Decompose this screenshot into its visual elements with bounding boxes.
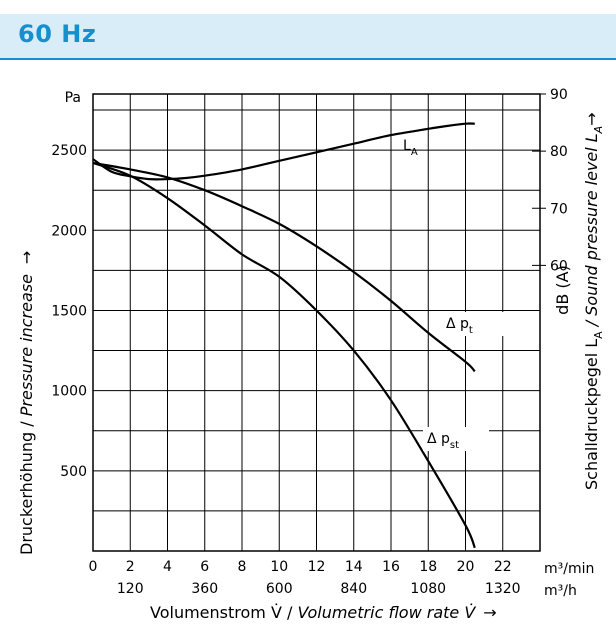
y-right-tick-label: 60: [550, 258, 568, 274]
series-curve-2: [92, 161, 476, 549]
x-tick-label: 18: [419, 559, 437, 575]
x-unit-secondary: m³/h: [544, 583, 577, 599]
series-label-2: Δ pst: [427, 431, 459, 451]
y-right-axis-title-part: A: [592, 126, 605, 135]
x-tick-label: 14: [345, 559, 363, 575]
header-rule: [0, 58, 616, 60]
x-axis-title: Volumenstrom V̇ / Volumetric flow rate V…: [150, 603, 497, 622]
x-tick-label-secondary: 600: [266, 581, 293, 597]
y-right-tick-label: 90: [550, 87, 568, 103]
series-label-main: Δ p: [427, 431, 450, 447]
series-label-1: Δ pt: [446, 316, 473, 336]
y-right-tick-label: 80: [550, 144, 568, 160]
y-left-tick-label: 1000: [51, 384, 87, 400]
y-right-axis-title-part: / Sound pressure level L: [582, 133, 601, 331]
series-label-main: L: [403, 138, 411, 154]
series-curve-1: [92, 161, 476, 373]
y-left-tick-label: 500: [60, 464, 87, 480]
y-left-tick-label: 1500: [51, 303, 87, 319]
x-tick-label-secondary: 1080: [410, 581, 446, 597]
x-tick-label-secondary: 120: [117, 581, 144, 597]
x-tick-label: 22: [494, 559, 512, 575]
series-label-bg: [423, 427, 489, 451]
x-tick-label: 4: [163, 559, 172, 575]
x-tick-label: 20: [457, 559, 475, 575]
x-axis-title-part: Volumetric flow rate V̇: [297, 603, 476, 622]
x-tick-label: 6: [200, 559, 209, 575]
x-axis-title-part: →: [483, 603, 496, 622]
x-tick-label: 12: [308, 559, 326, 575]
y-left-unit: Pa: [65, 90, 81, 106]
x-tick-label: 16: [382, 559, 400, 575]
page-title: 60 Hz: [18, 20, 97, 48]
series-label-sub: A: [411, 147, 418, 158]
y-right-axis-title-part: A: [592, 331, 605, 339]
chart-grid: [92, 93, 546, 552]
x-tick-label-secondary: 840: [340, 581, 367, 597]
x-tick-label: 2: [126, 559, 135, 575]
series-label-bg: [442, 312, 506, 336]
header: 60 Hz: [0, 0, 616, 66]
header-bar: [0, 14, 616, 58]
x-axis-title-part: Volumenstrom V̇ /: [150, 603, 297, 622]
y-right-axis-title: Schalldruckpegel LA / Sound pressure lev…: [582, 112, 605, 490]
y-right-axis-title-part: Schalldruckpegel L: [582, 339, 601, 490]
series-label-main: Δ p: [446, 316, 469, 332]
x-unit-primary: m³/min: [544, 561, 594, 577]
series-label-sub: t: [469, 325, 473, 336]
y-right-axis-unit: dB (A): [553, 265, 572, 315]
x-tick-label: 8: [238, 559, 247, 575]
x-tick-label-secondary: 360: [191, 581, 218, 597]
y-left-axis-title-part: →: [17, 251, 36, 264]
series-label-0: LA: [403, 138, 418, 158]
chart-curves: [92, 122, 476, 549]
series-label-sub: st: [450, 440, 459, 451]
y-right-axis-title-part: →: [582, 112, 601, 125]
x-tick-label-secondary: 1320: [485, 581, 521, 597]
x-tick-label: 0: [89, 559, 98, 575]
chart-ticks: 0 2 4 6 8 10 12 14 16 18 20 22 120 360 600 840 1080 1320 m…: [51, 87, 594, 599]
y-left-axis-title-part: Druckerhöhung /: [17, 416, 36, 555]
y-left-axis-title: Druckerhöhung / Pressure increase →: [17, 251, 36, 555]
y-left-axis-title-part: Pressure increase: [17, 274, 36, 416]
series-curve-0: [92, 122, 475, 181]
y-left-tick-label: 2500: [51, 143, 87, 159]
y-left-tick-label: 2000: [51, 223, 87, 239]
x-tick-label: 10: [270, 559, 288, 575]
y-right-tick-label: 70: [550, 201, 568, 217]
